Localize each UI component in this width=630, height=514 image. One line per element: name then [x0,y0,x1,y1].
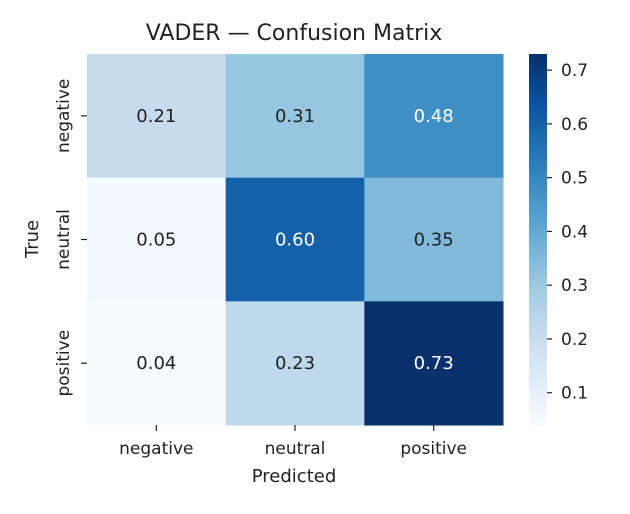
cell-value-label: 0.48 [414,106,454,127]
colorbar-tick-label: 0.4 [561,222,588,242]
colorbar-tick-label: 0.6 [561,115,588,135]
y-tick-label: neutral [54,209,74,270]
x-tick-label: positive [400,439,467,459]
heatmap-cell-neutral-neutral [225,177,365,302]
x-axis-label: Predicted [252,466,337,487]
cell-value-label: 0.60 [275,230,315,251]
heatmap-cell-negative-negative [87,54,227,179]
cell-value-label: 0.23 [275,353,315,374]
y-tick-label: positive [54,330,74,397]
heatmap-cell-neutral-positive [364,177,504,302]
y-axis-label: True [22,220,43,259]
cell-value-label: 0.21 [136,106,176,127]
colorbar-tick-label: 0.3 [561,276,588,296]
colorbar-tick-label: 0.7 [561,61,588,81]
cell-value-label: 0.05 [136,230,176,251]
heatmap-cell-positive-negative [87,301,227,426]
colorbar-tick-label: 0.5 [561,169,588,189]
colorbar-tick-label: 0.2 [561,330,588,350]
chart-title: VADER — Confusion Matrix [146,21,443,46]
colorbar-ticks: 0.1 0.2 0.3 0.4 0.5 0.6 0.7 [547,61,588,404]
x-tick-label: negative [119,439,193,459]
cell-value-label: 0.35 [414,230,454,251]
y-tick-label: negative [54,79,74,153]
colorbar-tick-label: 0.1 [561,384,588,404]
heatmap-cell-negative-positive [364,54,504,179]
cell-value-label: 0.31 [275,106,315,127]
colorbar [529,54,547,425]
heatmap-cell-negative-neutral [225,54,365,179]
cell-value-label: 0.73 [414,353,454,374]
y-axis-ticks: negative neutral positive [54,79,87,397]
heatmap-cells: 0.21 0.31 0.48 0.05 0.60 0.35 0.04 0.23 0.73 [87,54,504,426]
heatmap-cell-positive-neutral [225,301,365,426]
heatmap-cell-positive-positive [364,301,504,426]
heatmap-cell-neutral-negative [87,177,227,302]
cell-value-label: 0.04 [136,353,176,374]
x-tick-label: neutral [265,439,326,459]
x-axis-ticks: negative neutral positive [119,425,467,459]
